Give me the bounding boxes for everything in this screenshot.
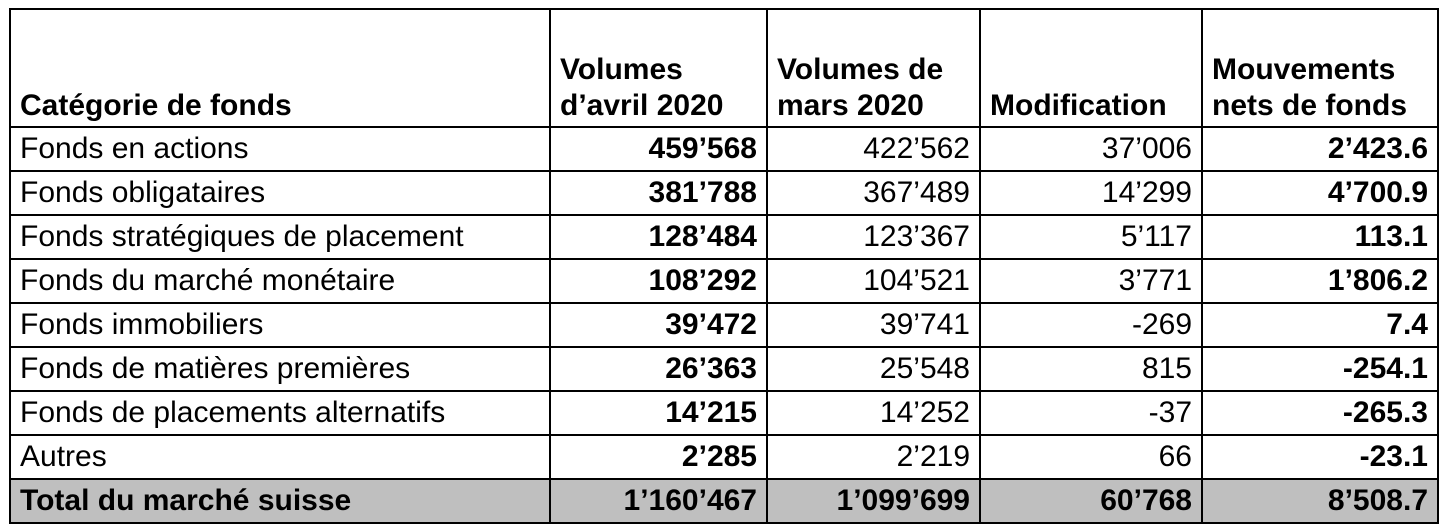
header-category: Catégorie de fonds [9,8,551,128]
table-row: Fonds obligataires 381’788 367’489 14’29… [9,170,1439,216]
april-volume-cell: 39’472 [549,302,768,348]
march-volume-cell: 39’741 [766,302,981,348]
april-volume-cell: 108’292 [549,258,768,304]
net-flow-cell: 4’700.9 [1201,170,1439,216]
modification-cell: 66 [979,434,1203,480]
header-net-flows: Mouvements nets de fonds [1201,8,1439,128]
table-row: Autres 2’285 2’219 66 -23.1 [9,434,1439,480]
net-flow-cell: 113.1 [1201,214,1439,260]
net-flow-cell: 2’423.6 [1201,126,1439,172]
total-april-volume-cell: 1’160’467 [549,478,768,524]
net-flow-cell: -23.1 [1201,434,1439,480]
table-row: Fonds immobiliers 39’472 39’741 -269 7.4 [9,302,1439,348]
april-volume-cell: 26’363 [549,346,768,392]
category-cell: Fonds stratégiques de placement [9,214,551,260]
net-flow-cell: -254.1 [1201,346,1439,392]
march-volume-cell: 123’367 [766,214,981,260]
april-volume-cell: 128’484 [549,214,768,260]
modification-cell: 14’299 [979,170,1203,216]
category-cell: Autres [9,434,551,480]
table-row: Fonds de placements alternatifs 14’215 1… [9,390,1439,436]
march-volume-cell: 2’219 [766,434,981,480]
header-march-volumes: Volumes de mars 2020 [766,8,981,128]
total-net-flow-cell: 8’508.7 [1201,478,1439,524]
modification-cell: 37’006 [979,126,1203,172]
modification-cell: -37 [979,390,1203,436]
april-volume-cell: 381’788 [549,170,768,216]
total-march-volume-cell: 1’099’699 [766,478,981,524]
net-flow-cell: -265.3 [1201,390,1439,436]
table-row: Fonds stratégiques de placement 128’484 … [9,214,1439,260]
table-row: Fonds du marché monétaire 108’292 104’52… [9,258,1439,304]
header-april-volumes: Volumes d’avril 2020 [549,8,768,128]
category-cell: Fonds obligataires [9,170,551,216]
header-modification: Modification [979,8,1203,128]
category-cell: Fonds de matières premières [9,346,551,392]
modification-cell: -269 [979,302,1203,348]
header-row: Catégorie de fonds Volumes d’avril 2020 … [9,8,1439,128]
march-volume-cell: 367’489 [766,170,981,216]
table-row: Fonds en actions 459’568 422’562 37’006 … [9,126,1439,172]
march-volume-cell: 14’252 [766,390,981,436]
total-modification-cell: 60’768 [979,478,1203,524]
march-volume-cell: 25’548 [766,346,981,392]
april-volume-cell: 14’215 [549,390,768,436]
category-cell: Fonds du marché monétaire [9,258,551,304]
modification-cell: 3’771 [979,258,1203,304]
category-cell: Fonds immobiliers [9,302,551,348]
table-row: Fonds de matières premières 26’363 25’54… [9,346,1439,392]
net-flow-cell: 7.4 [1201,302,1439,348]
april-volume-cell: 459’568 [549,126,768,172]
modification-cell: 815 [979,346,1203,392]
modification-cell: 5’117 [979,214,1203,260]
march-volume-cell: 104’521 [766,258,981,304]
total-category-cell: Total du marché suisse [9,478,551,524]
category-cell: Fonds en actions [9,126,551,172]
march-volume-cell: 422’562 [766,126,981,172]
category-cell: Fonds de placements alternatifs [9,390,551,436]
total-row: Total du marché suisse 1’160’467 1’099’6… [9,478,1439,524]
april-volume-cell: 2’285 [549,434,768,480]
fund-volumes-table: Catégorie de fonds Volumes d’avril 2020 … [9,8,1439,524]
net-flow-cell: 1’806.2 [1201,258,1439,304]
